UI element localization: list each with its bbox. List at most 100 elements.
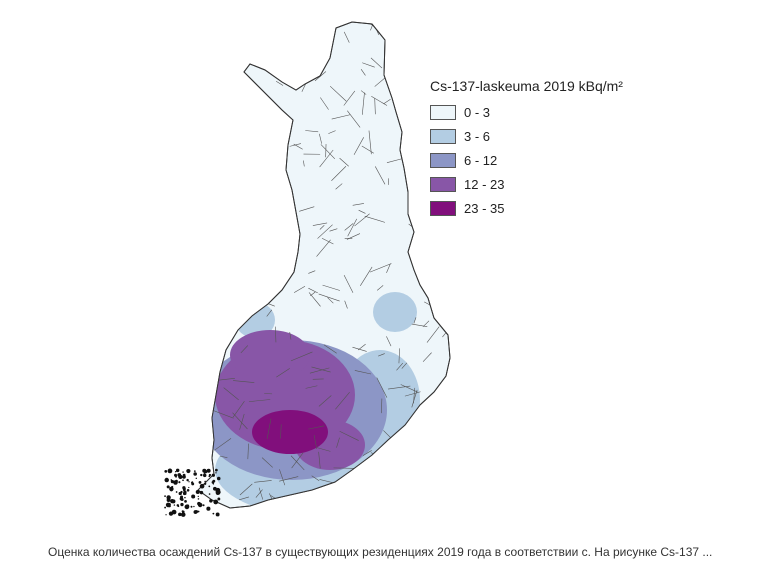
municipality-border xyxy=(247,443,249,460)
municipality-border xyxy=(344,300,348,309)
municipality-border xyxy=(240,315,249,318)
municipality-border xyxy=(415,224,426,234)
municipality-border xyxy=(298,64,311,76)
municipality-border xyxy=(381,398,383,414)
legend-item-2: 6 - 12 xyxy=(430,148,623,172)
municipality-border xyxy=(426,326,440,343)
island xyxy=(208,475,211,478)
municipality-border xyxy=(396,362,404,371)
municipality-border xyxy=(203,141,209,149)
municipality-border xyxy=(308,270,316,274)
municipality-border xyxy=(198,305,202,325)
legend-item-1: 3 - 6 xyxy=(430,124,623,148)
municipality-border xyxy=(275,326,277,343)
municipality-border xyxy=(422,320,430,327)
municipality-border xyxy=(262,278,276,289)
island xyxy=(167,468,173,474)
municipality-border xyxy=(400,384,418,393)
municipality-border xyxy=(198,96,207,112)
island xyxy=(164,506,167,509)
municipality-border xyxy=(435,416,437,424)
municipality-border xyxy=(339,430,359,441)
municipality-border xyxy=(339,157,349,167)
municipality-border xyxy=(346,233,361,240)
municipality-border xyxy=(316,447,331,452)
island xyxy=(188,481,190,483)
municipality-border xyxy=(216,195,223,205)
municipality-border xyxy=(313,434,318,449)
municipality-border xyxy=(319,225,325,230)
region-class-23-35 xyxy=(252,410,328,454)
municipality-border xyxy=(235,130,249,136)
municipality-border xyxy=(398,348,400,364)
municipality-border xyxy=(276,80,284,86)
island xyxy=(197,510,200,513)
municipality-border xyxy=(451,415,468,430)
municipality-border xyxy=(376,377,388,398)
municipality-border xyxy=(416,427,428,436)
island xyxy=(178,491,182,496)
island xyxy=(204,480,206,483)
municipality-border xyxy=(206,190,215,205)
island xyxy=(180,495,184,499)
island xyxy=(165,502,171,508)
municipality-border xyxy=(276,368,290,378)
island xyxy=(193,470,196,472)
municipality-border xyxy=(226,244,247,249)
municipality-border xyxy=(422,352,432,362)
municipality-border xyxy=(449,274,450,281)
municipality-border xyxy=(344,223,354,231)
municipality-border xyxy=(214,438,232,451)
municipality-border xyxy=(318,451,321,469)
island xyxy=(202,473,207,478)
municipality-border xyxy=(323,344,337,354)
municipality-border xyxy=(451,23,454,30)
island xyxy=(206,506,211,511)
municipality-border xyxy=(369,263,392,273)
municipality-border xyxy=(203,223,213,241)
municipality-border xyxy=(225,166,237,182)
municipality-border xyxy=(222,44,246,48)
municipality-border xyxy=(258,487,264,500)
municipality-border xyxy=(431,249,444,254)
map-caption: Оценка количества осаждений Cs-137 в сущ… xyxy=(48,545,713,559)
municipality-border xyxy=(282,272,286,280)
municipality-border xyxy=(440,219,446,241)
island xyxy=(211,473,215,477)
municipality-border xyxy=(219,73,230,77)
island xyxy=(180,502,184,507)
municipality-border xyxy=(379,451,386,463)
municipality-border xyxy=(449,248,450,252)
island xyxy=(199,490,204,495)
legend-swatch-3 xyxy=(430,176,456,192)
municipality-border xyxy=(335,183,343,190)
island xyxy=(188,486,190,489)
municipality-border xyxy=(229,182,232,191)
municipality-border xyxy=(310,57,315,81)
municipality-border xyxy=(308,287,318,294)
municipality-border xyxy=(311,366,331,373)
municipality-border xyxy=(432,301,440,306)
municipality-border xyxy=(232,401,245,418)
island xyxy=(186,468,191,474)
municipality-border xyxy=(198,298,208,315)
island xyxy=(193,472,197,476)
municipality-border xyxy=(405,459,422,474)
country-border xyxy=(197,21,451,509)
municipality-border xyxy=(220,91,226,99)
legend-label-1: 3 - 6 xyxy=(464,128,491,144)
municipality-border xyxy=(305,385,318,389)
island xyxy=(164,477,169,483)
municipality-border xyxy=(239,413,245,430)
island xyxy=(211,481,215,484)
municipality-border xyxy=(329,85,347,102)
municipality-border xyxy=(369,479,377,487)
island xyxy=(193,505,195,508)
municipality-border xyxy=(235,307,239,324)
municipality-border xyxy=(280,33,287,39)
municipality-border xyxy=(255,489,263,498)
island xyxy=(191,482,195,486)
island xyxy=(197,498,200,500)
municipality-border xyxy=(280,424,282,439)
municipality-border xyxy=(329,228,338,232)
